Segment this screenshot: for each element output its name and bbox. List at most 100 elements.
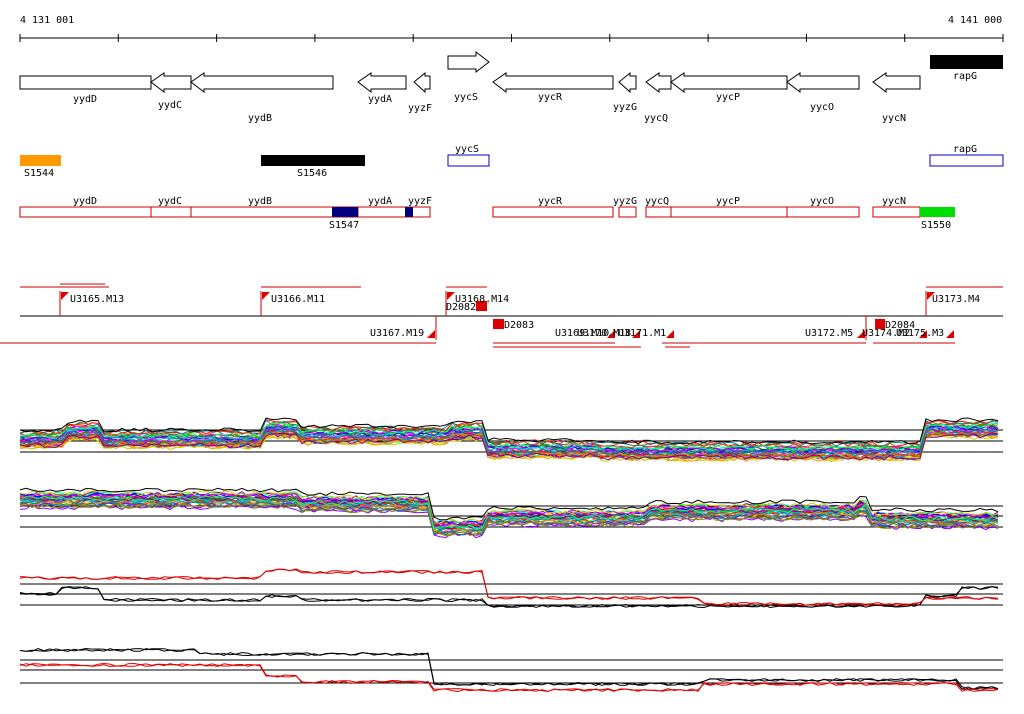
transcript-label: D2082: [446, 302, 476, 313]
gene-label: yydC: [158, 100, 182, 111]
segment-label: S1544: [24, 168, 54, 179]
annotation-yycN[interactable]: yycN: [872, 196, 921, 218]
segment-label: yycS: [455, 144, 479, 155]
gene-label: yyzG: [613, 102, 637, 113]
gene-yydB[interactable]: yydB: [190, 72, 334, 124]
gene-yycO[interactable]: yycO: [786, 72, 860, 113]
expression-line: [19, 428, 999, 456]
transcript-label: U3172.M5: [805, 328, 853, 339]
transcript-label: U3175.M3: [896, 328, 944, 339]
segment-label: rapG: [953, 144, 977, 155]
expression-line: [19, 497, 999, 531]
segment-S1546[interactable]: S1546: [261, 155, 365, 179]
gene-label: yydA: [368, 94, 392, 105]
marker-S1547[interactable]: S1547: [329, 207, 359, 231]
gene-yydA[interactable]: yydA: [357, 72, 407, 105]
expression-line: [19, 430, 999, 459]
gene-label: yycO: [810, 102, 834, 113]
expression-line: [19, 662, 999, 693]
gene-rapG[interactable]: rapG: [930, 55, 1003, 82]
transcript-flags: [61, 292, 954, 338]
gene-yydC[interactable]: yydC: [150, 72, 192, 111]
annotation-yyzG[interactable]: yyzG: [613, 196, 637, 218]
segment-track: S1544 S1546 yycS rapG: [20, 144, 1004, 179]
annotation-yydA[interactable]: yydA: [357, 196, 407, 218]
transcript-label: D2083: [504, 320, 534, 331]
expression-panel-multi-2: [19, 487, 1003, 539]
expression-line: [19, 425, 999, 454]
transcript-label: U3166.M11: [271, 294, 325, 305]
segment-yycS[interactable]: yycS: [447, 144, 490, 167]
gene-label: yycS: [454, 92, 478, 103]
transcript-track: U3165.M13 U3166.M11 U3168.M14 D2082 U317…: [0, 283, 1003, 348]
annotation-yydC[interactable]: yydC: [150, 196, 192, 218]
expression-line: [19, 422, 999, 451]
expression-line: [19, 647, 999, 691]
gene-yydD[interactable]: yydD: [19, 75, 152, 105]
ruler-start-label: 4 131 001: [20, 15, 74, 26]
marker-yydA-block: [405, 207, 413, 217]
transcript-label: U3167.M19: [370, 328, 424, 339]
marker-S1550[interactable]: S1550: [920, 207, 955, 231]
annotation-label: yydC: [158, 196, 182, 207]
expression-panel-pair-2: [19, 647, 1003, 693]
gene-yyzF[interactable]: yyzF: [408, 71, 432, 114]
expression-panel-pair-1: [19, 568, 1003, 609]
annotation-label: yycQ: [645, 196, 669, 207]
expression-line: [19, 434, 999, 462]
transcript-label: D2084: [885, 320, 915, 331]
annotation-yycR[interactable]: yycR: [492, 196, 614, 218]
marker-label: S1547: [329, 220, 359, 231]
transcript-label: U3170.M18: [577, 328, 631, 339]
annotation-yycQ[interactable]: yycQ: [645, 196, 672, 218]
annotation-label: yyzF: [408, 196, 432, 207]
gene-yycP[interactable]: yycP: [670, 72, 788, 103]
expression-line: [19, 417, 999, 445]
transcript-label: U3169.M10: [555, 328, 609, 339]
annotation-label: yycP: [716, 196, 740, 207]
gene-track: yydD yydC yydB yydA yyzF yycS yycR yyzG …: [19, 50, 1003, 124]
transcript-label: U3173.M4: [932, 294, 980, 305]
gene-yycR[interactable]: yycR: [492, 72, 614, 103]
gene-label: yycQ: [644, 113, 668, 124]
expression-line: [19, 503, 999, 537]
expression-line: [19, 490, 999, 524]
segment-rapG[interactable]: rapG: [929, 144, 1004, 167]
annotation-label: yydB: [248, 196, 272, 207]
gene-label: yydB: [248, 113, 272, 124]
expression-line: [19, 662, 999, 692]
annotation-yycP[interactable]: yycP: [670, 196, 788, 218]
annotation-label: yycO: [810, 196, 834, 207]
coordinate-ruler: 4 131 001 4 141 000: [19, 15, 1004, 42]
annotation-yycO[interactable]: yycO: [786, 196, 860, 218]
transcript-label: U3168.M14: [455, 294, 509, 305]
expression-line: [19, 432, 999, 461]
segment-S1544[interactable]: S1544: [20, 155, 61, 179]
expression-line: [19, 434, 999, 462]
transcript-label: U3165.M13: [70, 294, 124, 305]
transcript-label: U3171.M1: [618, 328, 666, 339]
gene-label: yyzF: [408, 103, 432, 114]
gene-yycN[interactable]: yycN: [872, 72, 921, 124]
gene-label: rapG: [953, 71, 977, 82]
annotation-label: yycN: [882, 196, 906, 207]
marker-label: S1550: [921, 220, 951, 231]
annotation-label: yycR: [538, 196, 563, 207]
segment-label: S1546: [297, 168, 327, 179]
gene-yycQ[interactable]: yycQ: [644, 72, 672, 124]
expression-line: [19, 487, 999, 521]
transcript-spans: [0, 283, 1003, 348]
gene-yyzG[interactable]: yyzG: [613, 71, 637, 113]
gene-yycS[interactable]: yycS: [447, 50, 490, 103]
annotation-yydD[interactable]: yydD: [19, 196, 152, 218]
gene-label: yydD: [73, 94, 97, 105]
gene-label: yycR: [538, 92, 563, 103]
ruler-ticks: [19, 34, 1004, 42]
ruler-end-label: 4 141 000: [948, 15, 1002, 26]
expression-line: [19, 495, 999, 530]
gene-label: yycN: [882, 113, 906, 124]
gene-label: yycP: [716, 92, 740, 103]
transcript-label: U3174.M2: [862, 328, 910, 339]
expression-line: [19, 586, 999, 608]
